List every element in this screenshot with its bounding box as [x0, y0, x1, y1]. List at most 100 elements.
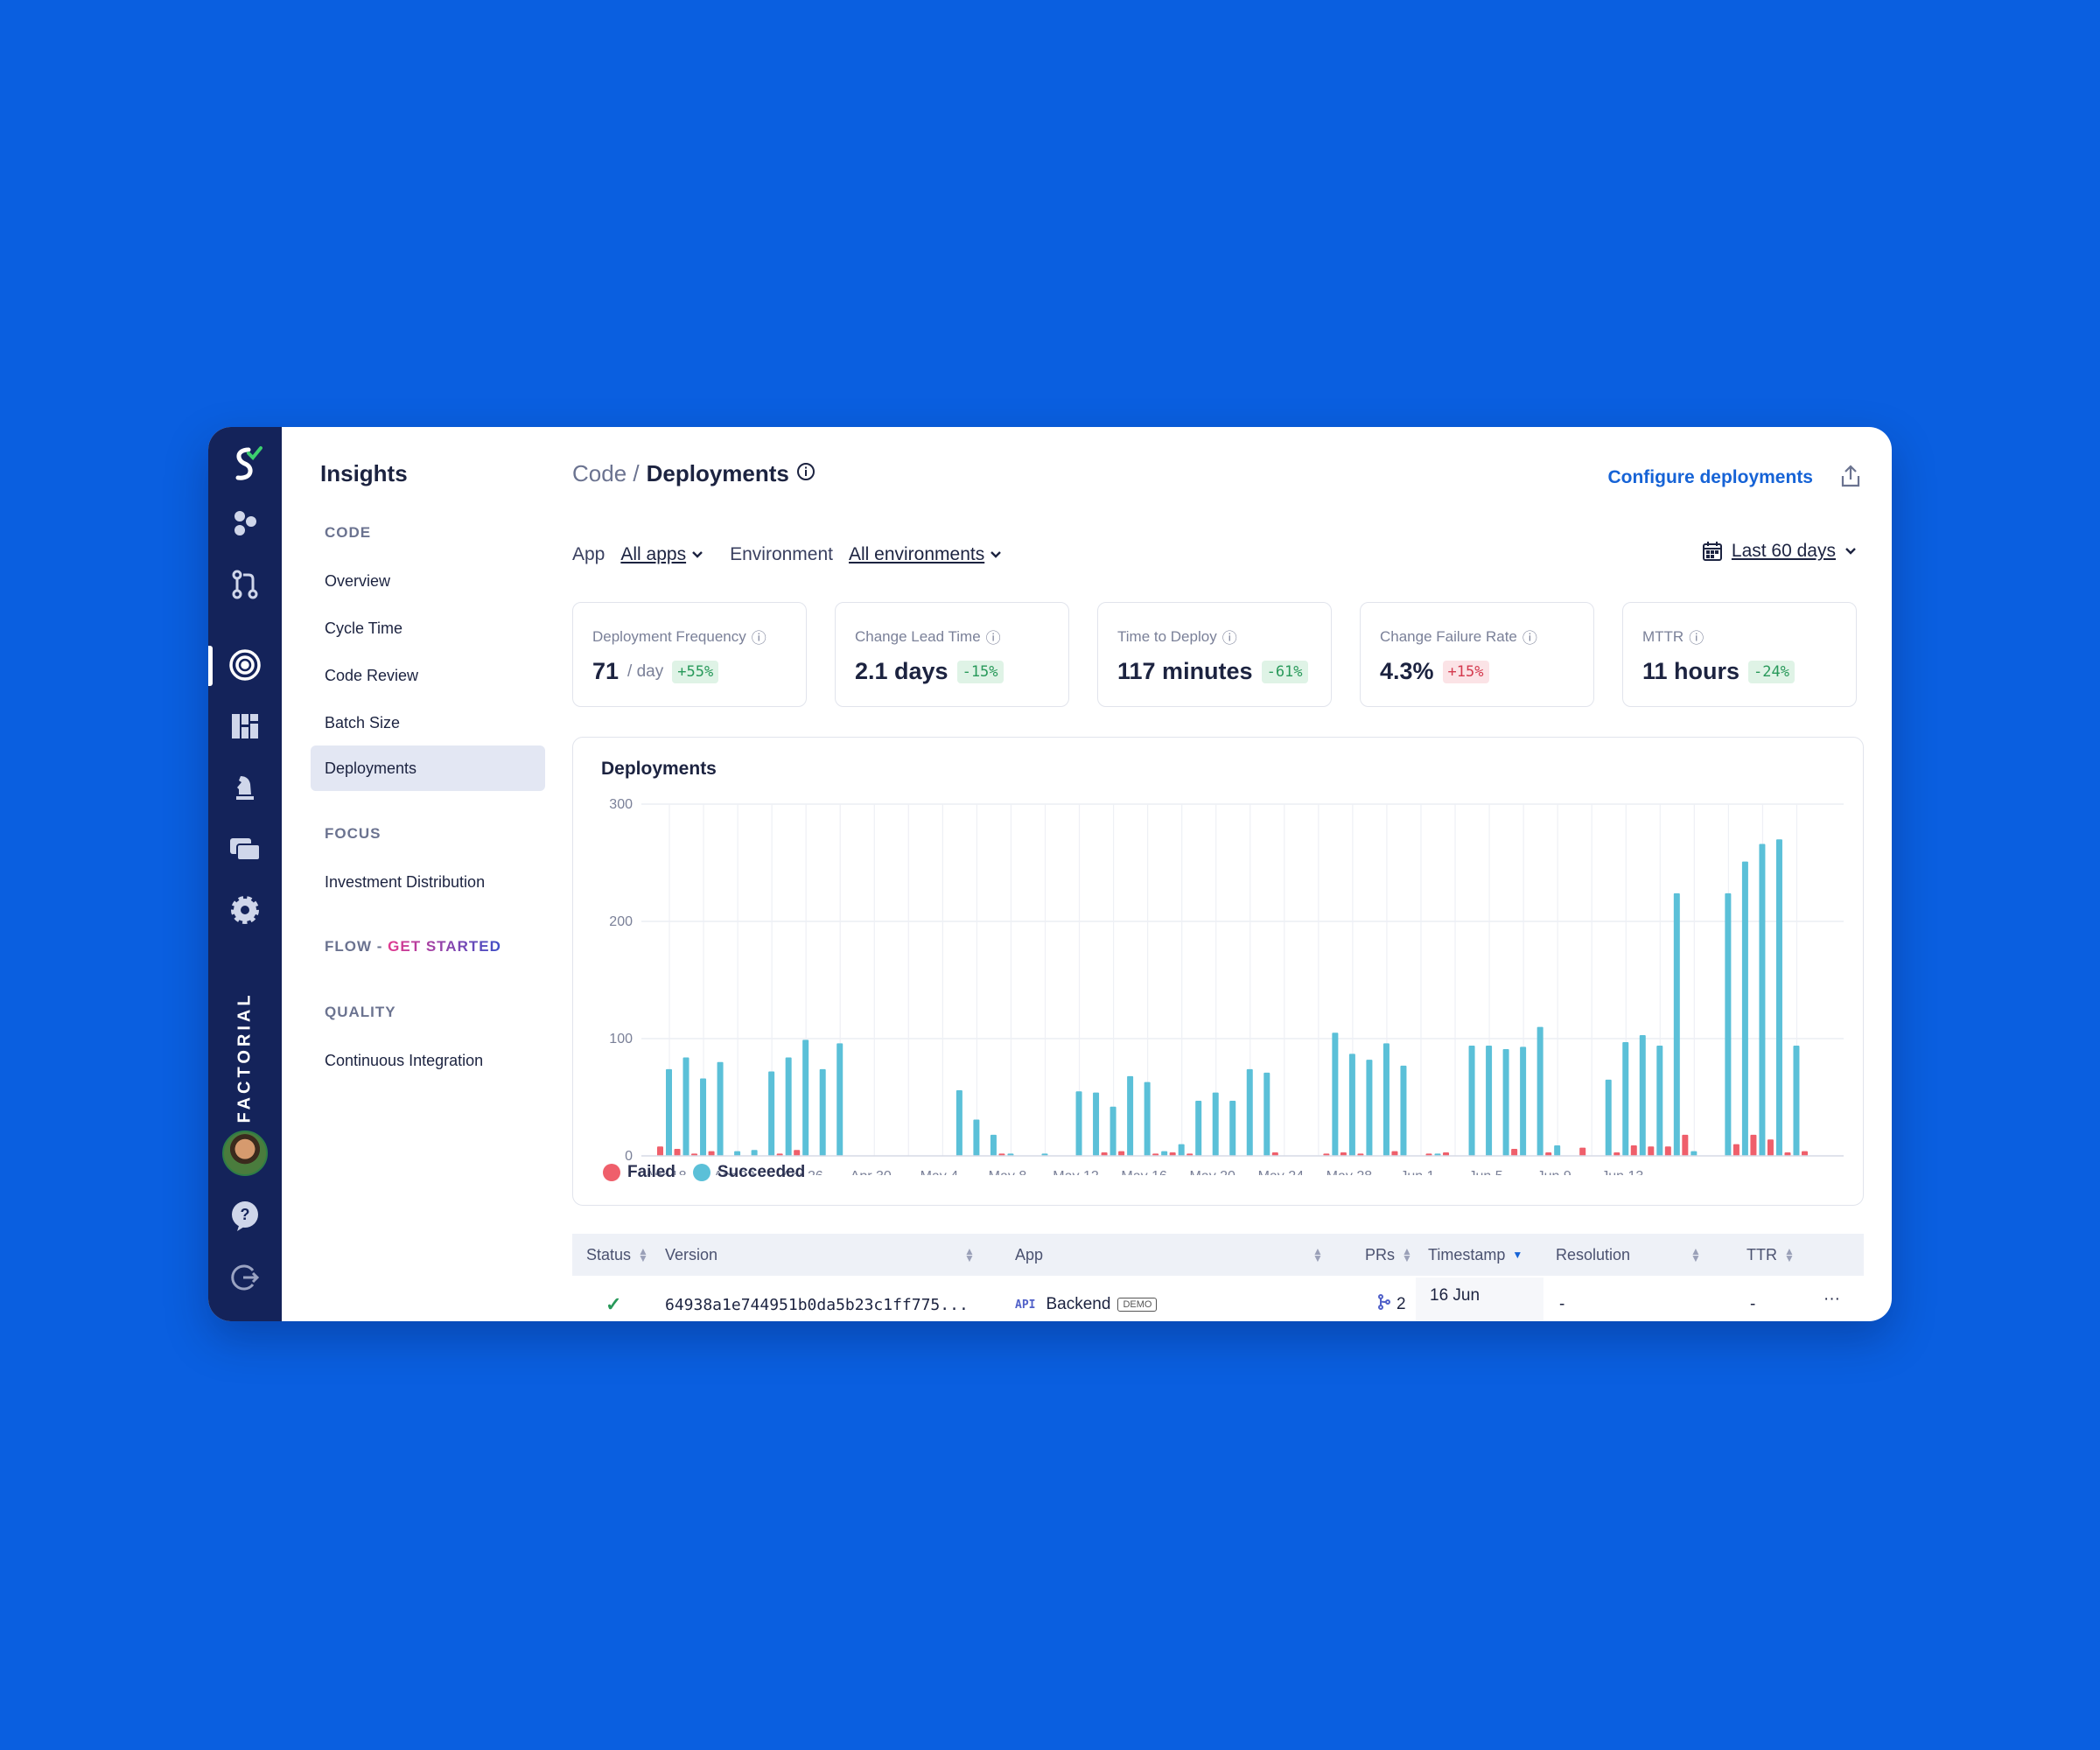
x-tick-label: May 20 — [1189, 1169, 1236, 1175]
column-header-app[interactable]: App — [1015, 1245, 1044, 1264]
x-tick-label: May 16 — [1121, 1169, 1167, 1175]
app-window: FACTORIAL ? Insights CODE Overview Cycle… — [208, 427, 1892, 1321]
bar-failed — [674, 1148, 681, 1156]
bar-succeeded — [1468, 1046, 1475, 1156]
sort-icon[interactable]: ▲ ▼ — [964, 1245, 975, 1264]
merge-icon — [1377, 1294, 1391, 1315]
timestamp-cell-bg — [1416, 1278, 1544, 1321]
bar-succeeded — [1775, 839, 1782, 1156]
metric-value: 71 — [592, 658, 620, 684]
metric-card-mttr[interactable]: MTTR ⓘ 11 hours -24% — [1622, 602, 1857, 707]
column-header-resolution[interactable]: Resolution — [1556, 1245, 1631, 1264]
sidebar-item-cycle-time[interactable]: Cycle Time — [325, 619, 403, 637]
configure-deployments-link[interactable]: Configure deployments — [1607, 467, 1813, 487]
row-more-button[interactable]: ··· — [1824, 1290, 1840, 1308]
metric-card-deployment-frequency[interactable]: Deployment Frequency ⓘ 71 / day +55% — [572, 602, 807, 707]
calendar-icon — [1702, 542, 1722, 561]
filter-bar: App All apps Environment All environment… — [572, 544, 1028, 565]
page-title: Deployments — [646, 460, 789, 486]
y-tick-label: 200 — [609, 914, 633, 929]
avatar[interactable] — [222, 1130, 268, 1176]
sort-icon[interactable]: ▲ ▼ — [1312, 1245, 1323, 1264]
dashboard-icon[interactable] — [228, 709, 262, 744]
sidebar-item-code-review[interactable]: Code Review — [325, 666, 419, 684]
logo-icon[interactable] — [228, 446, 262, 481]
x-tick-label: Jun 5 — [1469, 1169, 1503, 1175]
info-icon[interactable]: ⓘ — [1222, 630, 1237, 647]
sort-desc-icon: ▼ — [1512, 1249, 1523, 1261]
legend-failed[interactable]: Failed — [603, 1163, 676, 1182]
legend-label: Failed — [627, 1163, 676, 1181]
bar-succeeded — [1161, 1151, 1168, 1156]
table-row[interactable]: ✓ 64938a1e744951b0da5b23c1ff775... API B… — [572, 1278, 1864, 1321]
metric-card-change-lead-time[interactable]: Change Lead Time ⓘ 2.1 days -15% — [835, 602, 1069, 707]
gear-icon[interactable] — [228, 892, 262, 928]
bar-succeeded — [1264, 1072, 1270, 1156]
logout-icon[interactable] — [228, 1260, 262, 1295]
legend-succeeded[interactable]: Succeeded — [692, 1163, 805, 1182]
bar-succeeded — [1178, 1144, 1185, 1156]
metric-card-change-failure-rate[interactable]: Change Failure Rate ⓘ 4.3% +15% — [1360, 602, 1594, 707]
app-cell[interactable]: API Backend DEMO — [1015, 1283, 1158, 1321]
deployments-chart: 0 100 200 300 Apr 18 Apr 22 Apr 26 Apr 30 May 4 M… — [609, 797, 1844, 1175]
metric-value: 2.1 days — [855, 658, 948, 684]
share-icon[interactable] — [1839, 464, 1866, 490]
column-header-status[interactable]: Status ▲ ▼ — [586, 1245, 648, 1264]
bar-succeeded — [1366, 1060, 1373, 1156]
api-tag: API — [1015, 1298, 1036, 1312]
x-tick-label: Jun 9 — [1537, 1169, 1572, 1175]
chess-knight-icon[interactable] — [228, 770, 262, 805]
sort-icon: ▲ ▼ — [1402, 1245, 1412, 1264]
prs-cell[interactable]: 2 — [1377, 1283, 1406, 1321]
sidebar-item-deployments[interactable]: Deployments — [311, 746, 545, 791]
chevron-down-icon — [1845, 548, 1856, 555]
column-header-prs[interactable]: PRs ▲ ▼ — [1365, 1245, 1412, 1264]
date-range-select[interactable]: Last 60 days — [1702, 541, 1857, 562]
column-header-timestamp[interactable]: Timestamp ▼ — [1428, 1245, 1523, 1264]
info-icon[interactable] — [796, 460, 816, 487]
bar-succeeded — [1486, 1046, 1493, 1156]
environment-filter-select[interactable]: All environments — [849, 544, 1002, 565]
column-header-ttr[interactable]: TTR ▲ ▼ — [1746, 1245, 1795, 1264]
info-icon[interactable]: ⓘ — [985, 630, 1001, 647]
people-icon[interactable] — [228, 506, 262, 541]
metric-label: Change Lead Time ⓘ — [855, 626, 1049, 648]
get-started-link[interactable]: GET STARTED — [388, 938, 501, 955]
bar-failed — [1750, 1134, 1757, 1156]
sort-icon[interactable]: ▲ ▼ — [1690, 1245, 1701, 1264]
metric-card-time-to-deploy[interactable]: Time to Deploy ⓘ 117 minutes -61% — [1097, 602, 1332, 707]
sidebar-item-investment-distribution[interactable]: Investment Distribution — [325, 872, 486, 891]
info-icon[interactable]: ⓘ — [1522, 630, 1537, 647]
bar-succeeded — [1673, 892, 1680, 1156]
chevron-down-icon — [990, 551, 1002, 558]
version-hash[interactable]: 64938a1e744951b0da5b23c1ff775... — [665, 1295, 969, 1314]
y-tick-label: 0 — [625, 1149, 633, 1164]
help-icon[interactable]: ? — [228, 1199, 262, 1234]
app-filter-select[interactable]: All apps — [620, 544, 704, 565]
x-tick-label: May 12 — [1053, 1169, 1099, 1175]
app-filter-label: App — [572, 544, 606, 564]
bar-failed — [1682, 1134, 1689, 1156]
sidebar-item-overview[interactable]: Overview — [325, 571, 391, 590]
chart-legend: Failed Succeeded — [603, 1163, 805, 1182]
bar-failed — [1271, 1152, 1278, 1156]
chart-title: Deployments — [601, 759, 717, 779]
pull-request-icon[interactable] — [228, 567, 262, 602]
main-content: Code / Deployments Configure deployments… — [572, 427, 1892, 1321]
info-icon[interactable]: ⓘ — [751, 630, 766, 647]
sidebar-item-batch-size[interactable]: Batch Size — [325, 713, 401, 732]
target-icon[interactable] — [228, 648, 262, 682]
table-header: Status ▲ ▼ Version ▲ ▼ App ▲ ▼ PRs ▲ ▼ Timesta… — [572, 1234, 1864, 1276]
x-tick-label: May 28 — [1326, 1169, 1373, 1175]
bar-succeeded — [1093, 1092, 1100, 1156]
metric-value: 4.3% — [1380, 658, 1434, 684]
bar-succeeded — [768, 1071, 775, 1156]
cards-icon[interactable] — [228, 831, 262, 866]
sidebar-item-continuous-integration[interactable]: Continuous Integration — [325, 1051, 484, 1069]
bar-succeeded — [1741, 861, 1748, 1156]
breadcrumb-parent[interactable]: Code / — [572, 460, 640, 486]
column-header-version[interactable]: Version — [665, 1245, 718, 1264]
bar-failed — [1391, 1151, 1398, 1156]
info-icon[interactable]: ⓘ — [1689, 630, 1704, 647]
bar-succeeded — [1536, 1026, 1544, 1156]
